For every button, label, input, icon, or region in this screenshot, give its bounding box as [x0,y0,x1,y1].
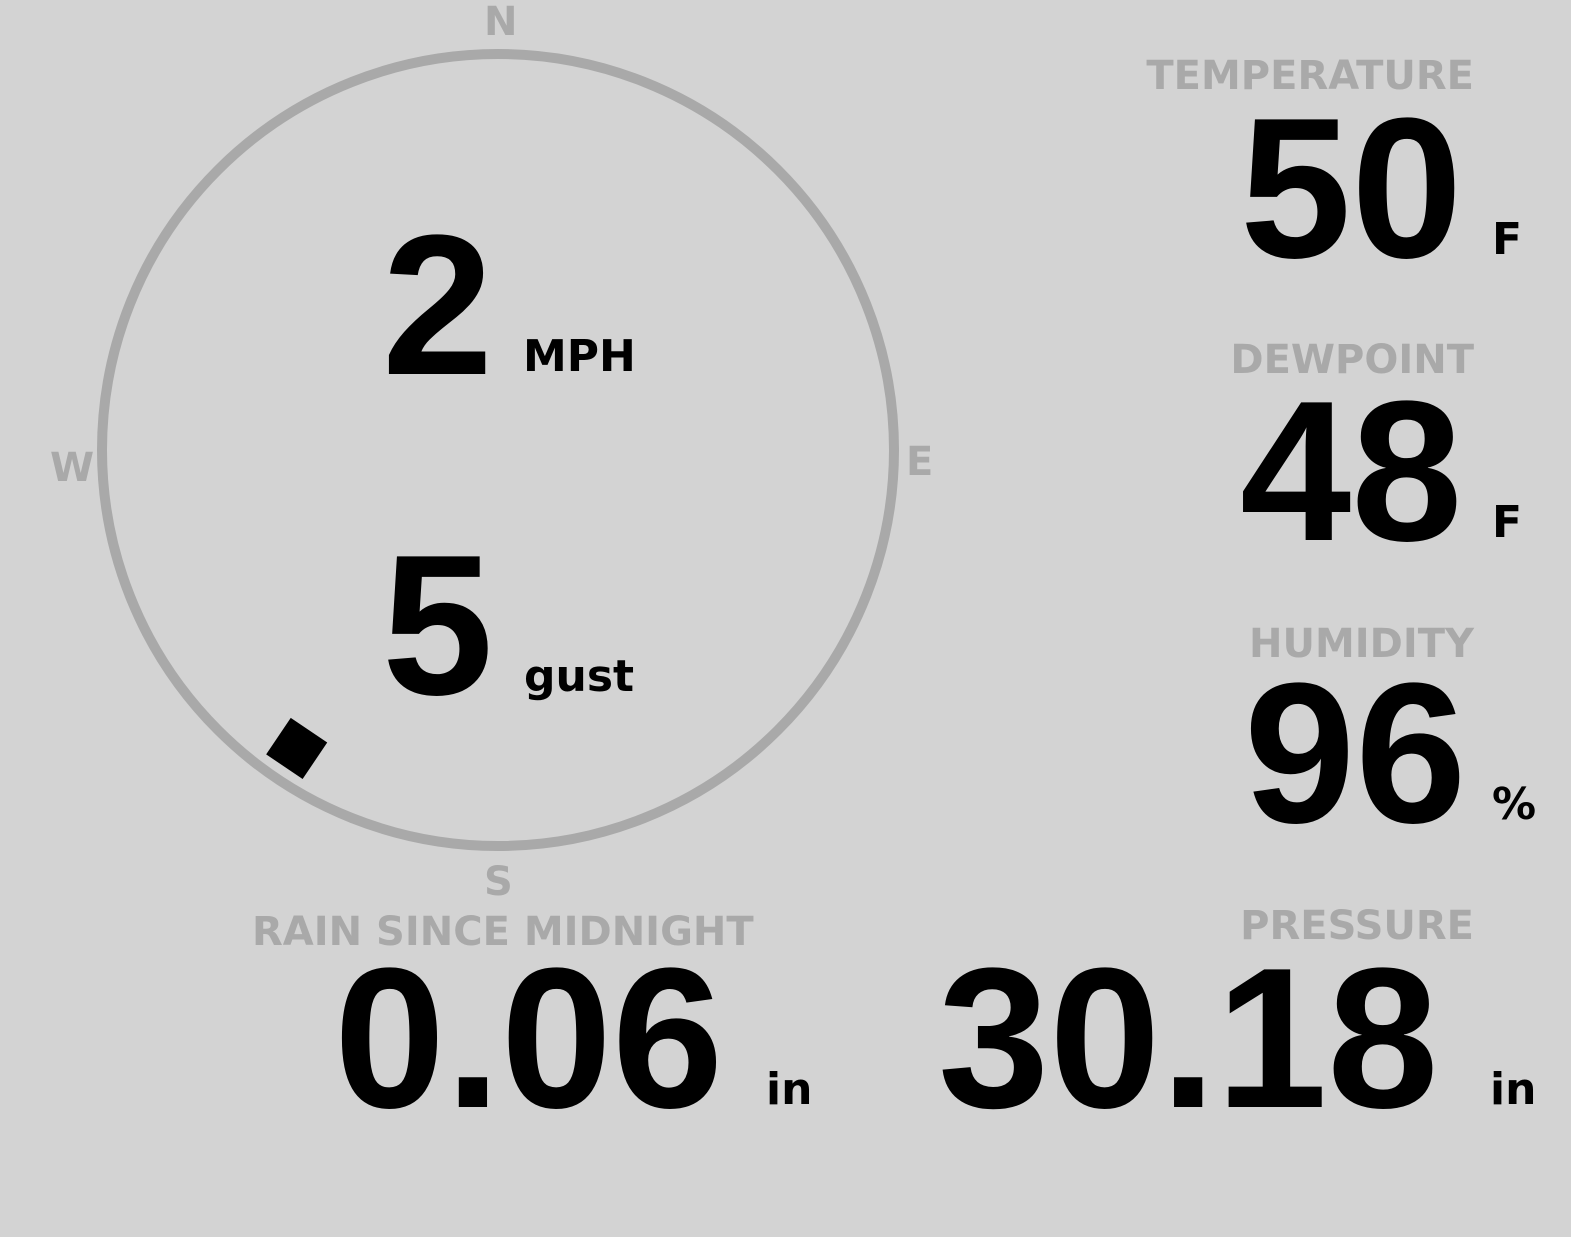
rain-label: RAIN SINCE MIDNIGHT [252,909,754,955]
wind-gust-unit: gust [524,651,635,702]
wind-direction-marker [266,717,328,779]
wind-speed-value: 2 [382,194,494,417]
temperature-label: TEMPERATURE [1146,53,1474,99]
temperature-value: 50 [1240,77,1463,300]
rain-unit: in [766,1064,813,1115]
compass-east: E [906,439,934,485]
humidity-label: HUMIDITY [1249,621,1474,667]
compass-south: S [484,859,513,905]
wind-speed-unit: MPH [523,331,636,382]
wind-gust-value: 5 [382,514,494,737]
compass-west: W [50,445,95,491]
compass-north: N [484,0,518,45]
pressure-value: 30.18 [938,927,1439,1150]
dewpoint-unit: F [1492,497,1523,548]
temperature-unit: F [1492,214,1523,265]
dewpoint-label: DEWPOINT [1230,337,1474,383]
humidity-unit: % [1492,779,1537,830]
wind-compass [97,49,899,851]
humidity-value: 96 [1244,642,1467,865]
pressure-unit: in [1490,1064,1537,1115]
pressure-label: PRESSURE [1240,903,1474,949]
dewpoint-value: 48 [1240,360,1463,583]
rain-value: 0.06 [334,927,724,1150]
compass-ring [97,49,899,851]
